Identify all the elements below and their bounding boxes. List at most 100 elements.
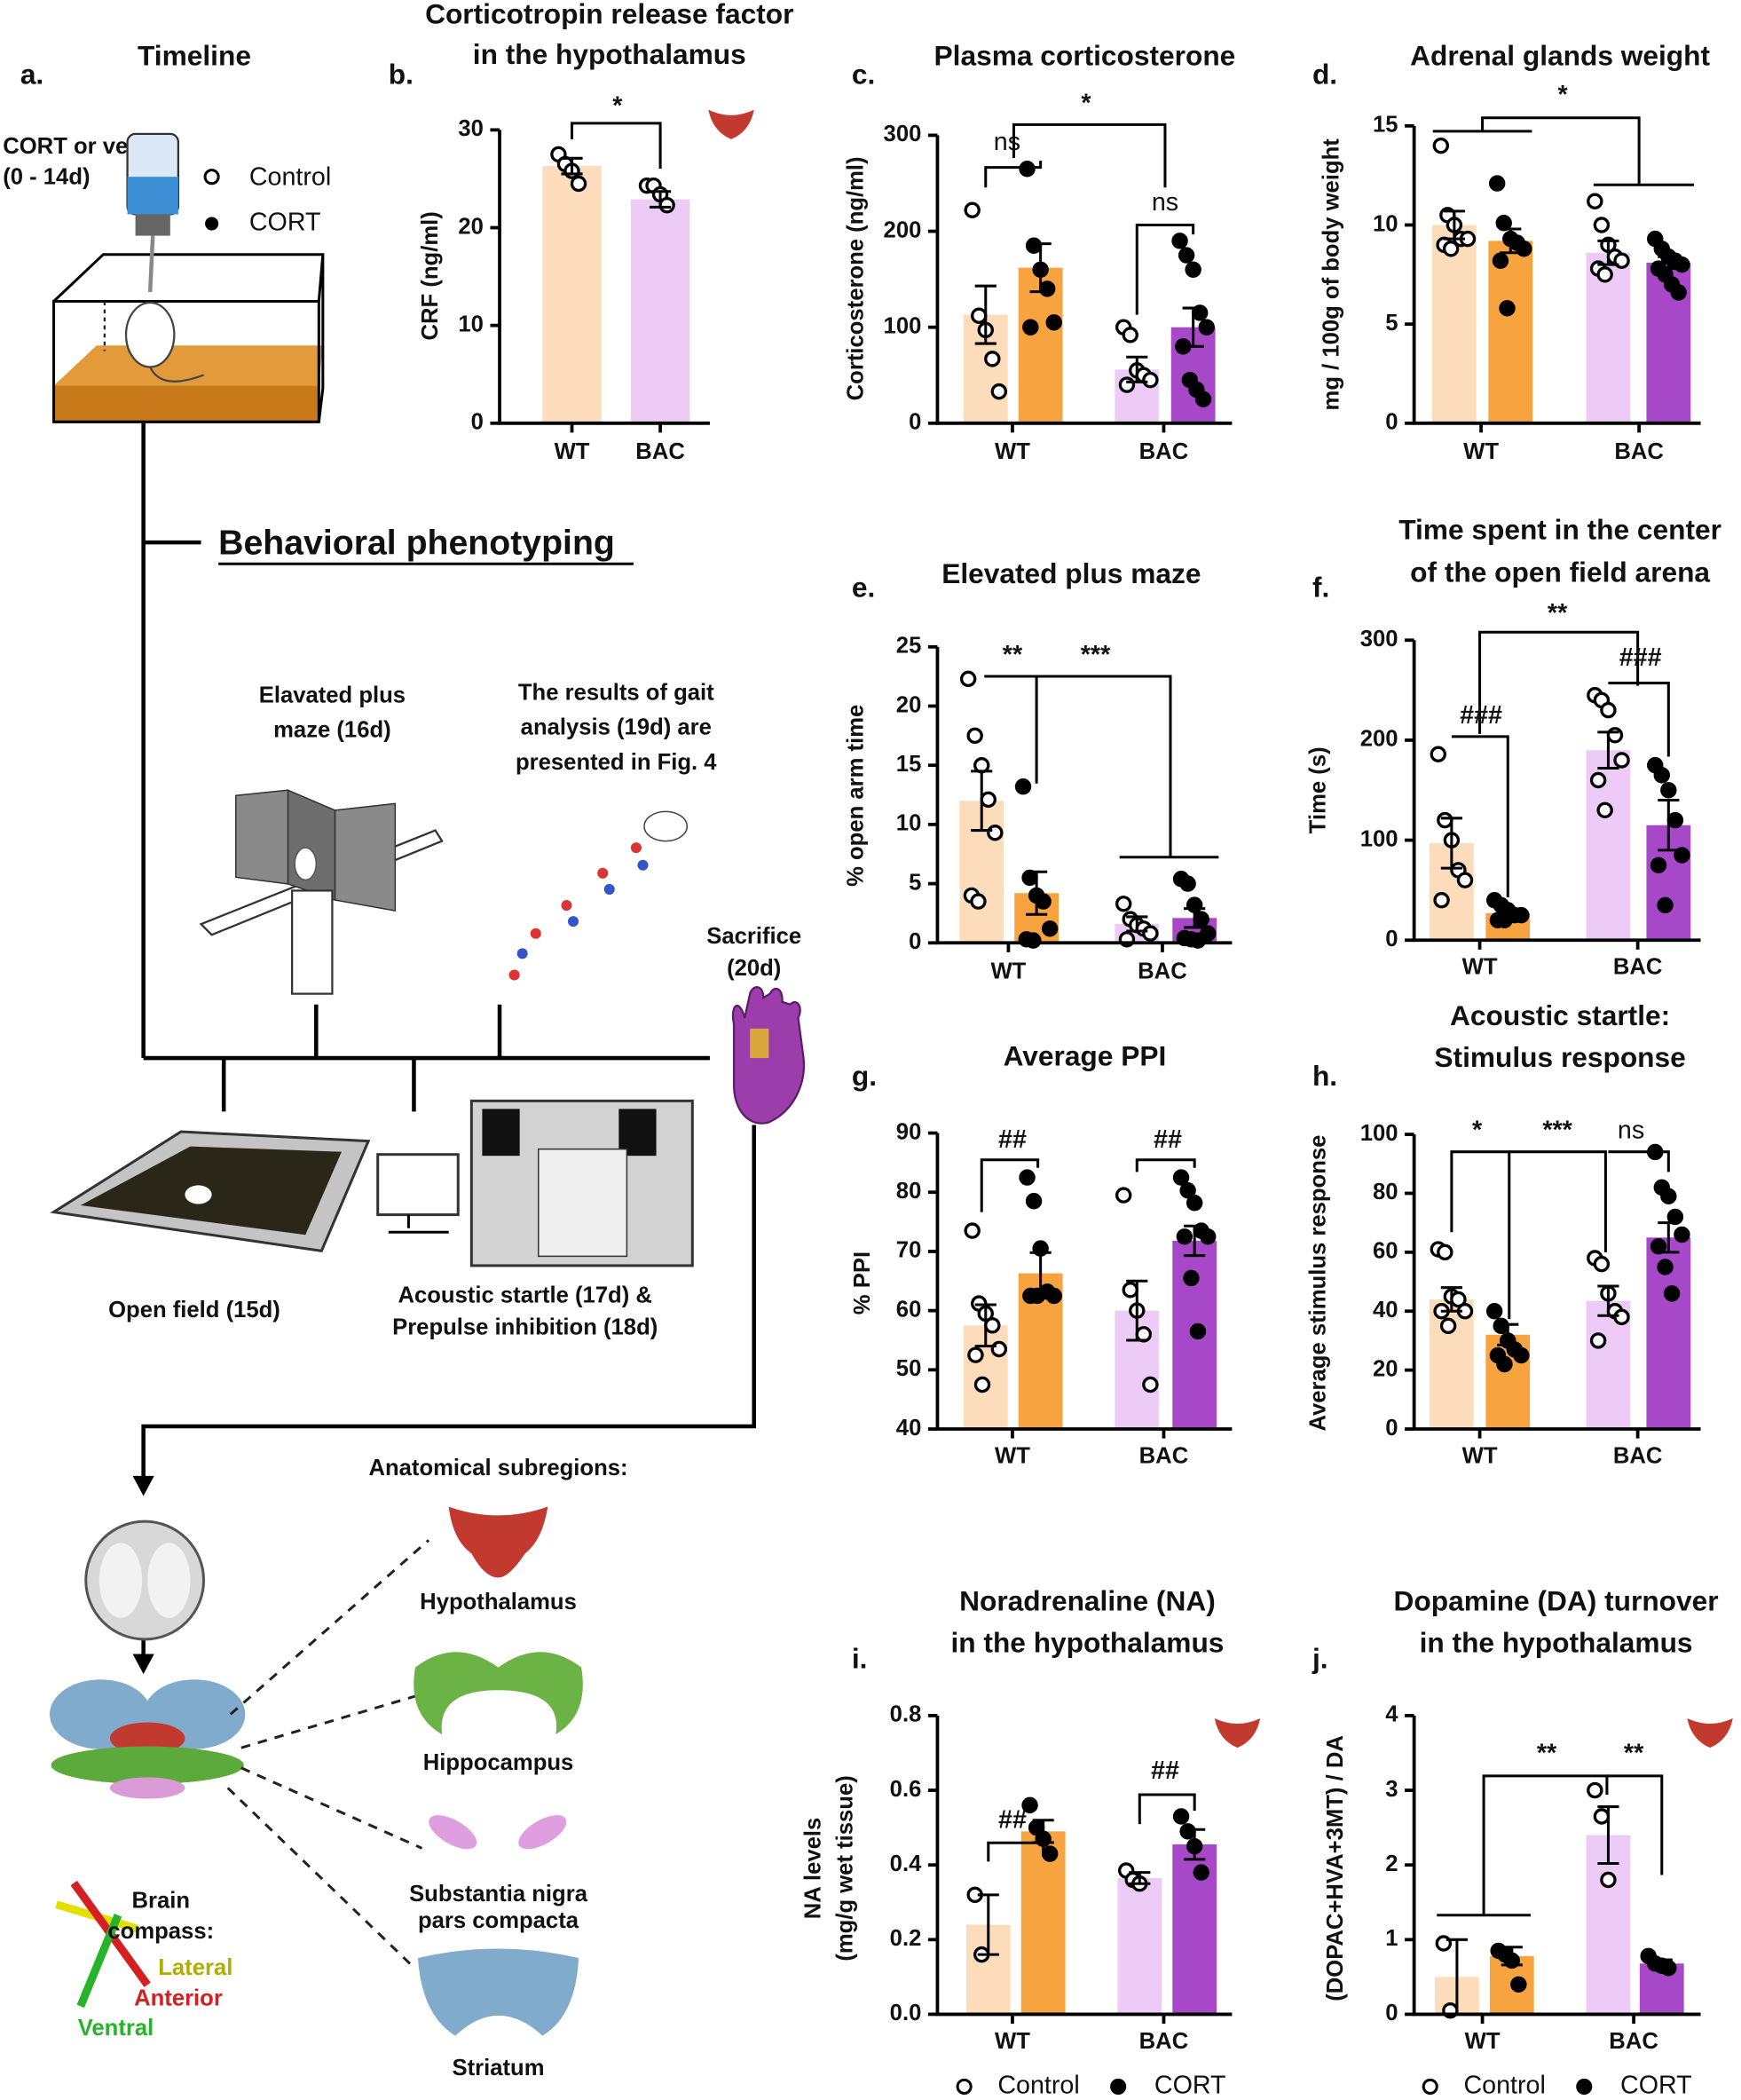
error-bar (1129, 1871, 1151, 1885)
data-point (1193, 911, 1209, 928)
data-point (1606, 727, 1624, 744)
data-point (964, 201, 981, 218)
maze-wall (235, 789, 289, 885)
significance-label: * (1081, 89, 1091, 117)
chart: c. Plasma corticosterone Corticosterone (n… (844, 39, 1236, 464)
y-tick-label: 15 (1373, 113, 1398, 138)
chart-title: Stimulus response (1434, 1041, 1685, 1073)
significance-bracket (1509, 1150, 1607, 1252)
panel-letter: g. (852, 1060, 877, 1092)
chart-title: in the hypothalamus (1420, 1626, 1693, 1658)
significance-bracket (984, 675, 1038, 784)
data-point (1663, 1285, 1681, 1302)
data-point (980, 791, 997, 809)
mouse (294, 847, 318, 881)
brain (98, 1543, 143, 1618)
data-point (1493, 1317, 1509, 1335)
mouse (185, 1185, 212, 1204)
significance-bracket (1138, 1793, 1196, 1825)
chart-title: Elevated plus maze (941, 557, 1201, 589)
data-point (1038, 280, 1056, 297)
chart: i. Noradrenaline (NA) in the hypothalamus N… (800, 1585, 1261, 2099)
significance-label: ## (1151, 1757, 1179, 1785)
data-point (984, 351, 1001, 367)
significance-label: ## (998, 1125, 1027, 1154)
data-point (1456, 872, 1474, 888)
mouse (124, 301, 176, 368)
significance-label: * (1472, 1117, 1483, 1145)
significance-label: ** (1548, 599, 1568, 628)
data-point (1021, 1796, 1038, 1814)
significance-label: * (1558, 81, 1569, 109)
bottle-cap (135, 214, 170, 236)
y-tick-label: 10 (1373, 211, 1398, 236)
subregions-title: Anatomical subregions: (368, 1456, 627, 1480)
data-point (1122, 327, 1138, 343)
y-axis-label: % PPI (850, 1251, 875, 1314)
legend-label: Control (249, 162, 331, 191)
hypothalamus (109, 1722, 185, 1755)
data-point (1183, 1269, 1200, 1287)
significance-bracket (1437, 1774, 1609, 1917)
data-point (987, 825, 1004, 841)
data-point (1142, 1376, 1159, 1393)
data-point (1593, 1808, 1611, 1825)
data-point (1510, 1976, 1527, 1993)
legend-marker (205, 217, 219, 231)
panel-letter: a. (20, 58, 43, 90)
legend-label: CORT (1154, 2071, 1226, 2099)
y-tick-label: 0 (1385, 410, 1398, 435)
y-tick-label: 0.2 (890, 1926, 922, 1951)
y-tick-label: 0 (909, 929, 921, 954)
panel-letter: d. (1312, 58, 1337, 90)
y-axis-label: Average stimulus response (1305, 1135, 1330, 1432)
legend-marker (1422, 2078, 1438, 2095)
y-tick-label: 5 (909, 870, 921, 895)
significance-bracket (1450, 1150, 1511, 1320)
chart-title: Average PPI (1004, 1039, 1167, 1071)
chart-title: in the hypothalamus (950, 1626, 1224, 1658)
error-bar (1126, 1279, 1148, 1342)
step-label: Elavated plus (259, 683, 406, 707)
x-tick-label: WT (995, 439, 1030, 464)
panel-letter: c. (852, 58, 875, 90)
bar (1488, 241, 1533, 423)
significance-label: ## (1154, 1125, 1182, 1154)
significance-label: *** (1081, 641, 1111, 669)
monitor (376, 1153, 460, 1217)
data-point (1189, 932, 1207, 949)
bottle-water (127, 177, 178, 215)
speaker (482, 1109, 520, 1157)
legend-marker (1110, 2078, 1127, 2095)
legend-label: CORT (1620, 2071, 1692, 2099)
chart-title: of the open field arena (1410, 557, 1710, 588)
y-tick-label: 20 (458, 214, 484, 239)
data-point (1653, 767, 1670, 784)
data-point (1657, 1259, 1674, 1275)
data-point (959, 670, 977, 688)
chart-title: Corticotropin release factor (425, 0, 793, 29)
monitor-stand (388, 1214, 449, 1234)
data-point (1674, 847, 1690, 864)
significance-bracket (987, 1841, 1045, 1862)
error-bar (1500, 227, 1522, 255)
x-tick-label: BAC (1613, 1443, 1663, 1468)
axis-label: Ventral (78, 2016, 154, 2041)
error-bar (974, 1303, 997, 1348)
panel-letter: b. (389, 58, 414, 90)
y-axis-label: (DOPAC+HVA+3MT) / DA (1323, 1735, 1348, 2001)
y-tick-label: 0 (1385, 1416, 1398, 1441)
significance-label: ns (994, 128, 1020, 156)
error-bar (1026, 870, 1048, 916)
significance-bracket (980, 1158, 1040, 1212)
hypothalamus-icon (448, 1506, 548, 1578)
striatum-icon (417, 1948, 579, 2036)
significance-label: ns (1152, 188, 1178, 217)
error-bar (650, 190, 672, 209)
step-label: Prepulse inhibition (18d) (392, 1315, 658, 1340)
data-point (1172, 1169, 1190, 1186)
data-point (971, 307, 988, 324)
chart-title: Time spent in the center (1398, 513, 1721, 545)
data-point (1172, 1808, 1190, 1825)
